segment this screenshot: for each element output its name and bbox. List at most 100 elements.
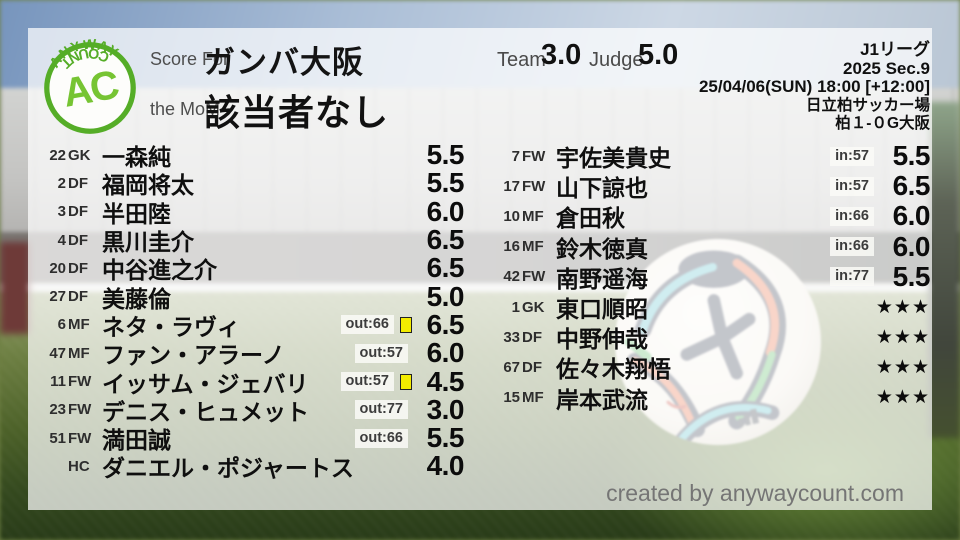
player-name: 南野遥海 [556, 265, 648, 292]
player-row: 42 FW 南野遥海 in:77 5.5 [494, 261, 930, 292]
anywaycount-logo: ANYWAY COUNT AC [44, 32, 136, 134]
player-position: FW [68, 429, 92, 447]
player-row: 27 DF 美藤倫 5.0 [40, 281, 464, 312]
player-number: 1 [511, 298, 520, 316]
credit-text: created by anywaycount.com [606, 480, 904, 506]
player-position: MF [68, 344, 90, 362]
player-number: 27 [49, 288, 66, 306]
player-score: 6.5 [892, 170, 931, 202]
player-number: 4 [57, 231, 66, 249]
player-number: 20 [49, 259, 66, 277]
player-number: 6 [57, 316, 66, 334]
player-position: DF [522, 328, 542, 346]
match-result: 柏１-０G大阪 [835, 115, 930, 132]
player-position: FW [68, 401, 92, 419]
substitution-badge: in:57 [830, 146, 874, 166]
player-row: 22 GK 一森純 5.5 [40, 139, 465, 171]
player-position: HC [68, 457, 90, 475]
player-position: DF [68, 288, 88, 306]
player-name: ネタ・ラヴィ [102, 313, 240, 340]
player-row: 47 MF ファン・アラーノ out:57 6.0 [40, 337, 465, 369]
player-score: 6.5 [426, 252, 465, 284]
player-row: 11 FW イッサム・ジェバリ out:57 4.5 [40, 365, 465, 397]
player-number: 23 [49, 401, 66, 419]
player-position: DF [522, 358, 542, 376]
player-score: ★★★ [875, 296, 930, 318]
player-number: 16 [503, 238, 520, 256]
pitchside-object [0, 242, 30, 334]
season-section: 2025 Sec.9 [843, 58, 930, 78]
player-position: FW [522, 147, 546, 165]
judge-score-value: 5.0 [638, 39, 679, 71]
player-position: DF [68, 203, 88, 221]
judge-score-label: Judge [589, 49, 644, 71]
player-position: FW [522, 177, 546, 195]
player-score: 5.5 [426, 139, 465, 171]
player-row: 1 GK 東口順昭 ★★★ [494, 292, 930, 322]
player-name: 中谷進之介 [102, 257, 217, 284]
player-position: FW [68, 373, 92, 391]
player-position: FW [522, 268, 546, 286]
player-name: 岸本武流 [556, 386, 648, 413]
player-row: 6 MF ネタ・ラヴィ out:66 6.5 [40, 309, 465, 340]
yellow-card-icon [400, 316, 412, 333]
player-score: ★★★ [875, 387, 930, 409]
player-number: 47 [49, 344, 66, 362]
player-position: DF [68, 174, 88, 192]
player-name: デニス・ヒュメット [102, 398, 309, 425]
substitution-badge: out:77 [354, 400, 408, 420]
player-row: 51 FW 満田誠 out:66 5.5 [40, 422, 465, 454]
substitution-badge: in:66 [830, 237, 874, 257]
player-row: 23 FW デニス・ヒュメット out:77 3.0 [40, 394, 464, 425]
team-score-label: Team [497, 49, 546, 71]
player-score: 5.5 [426, 167, 465, 199]
logo-monogram: AC [59, 61, 122, 116]
mom-value: 該当者なし [204, 92, 390, 133]
player-score: 4.5 [426, 365, 465, 397]
match-meta-block: J1リーグ 2025 Sec.9 25/04/06(SUN) 18:00 [+1… [699, 40, 930, 134]
player-name: 福岡将太 [102, 172, 194, 199]
player-score: 6.0 [892, 230, 931, 262]
substitution-badge: out:57 [354, 343, 408, 363]
player-number: 2 [57, 174, 66, 192]
right-stand-edge [928, 102, 960, 438]
player-score: 4.0 [426, 450, 465, 482]
player-score: 5.5 [426, 422, 465, 454]
player-name: 東口順昭 [556, 296, 648, 323]
substitution-badge: out:66 [354, 428, 408, 448]
player-row: 20 DF 中谷進之介 6.5 [40, 252, 465, 284]
player-position: MF [68, 316, 90, 334]
player-row: 7 FW 宇佐美貴史 in:57 5.5 [494, 140, 931, 172]
substitution-badge: in:77 [830, 267, 874, 287]
player-score: 6.0 [892, 200, 931, 232]
player-name: 山下諒也 [556, 175, 648, 202]
player-row: 4 DF 黒川圭介 6.5 [40, 224, 465, 256]
score-for-label: Score For [150, 49, 230, 69]
player-name: 倉田秋 [556, 205, 625, 232]
player-name: 黒川圭介 [102, 229, 194, 256]
player-name: 宇佐美貴史 [556, 145, 671, 172]
player-number: 17 [503, 177, 520, 195]
league-name: J1リーグ [860, 40, 930, 59]
player-row: 33 DF 中野伸哉 ★★★ [494, 322, 930, 352]
substitution-badge: out:57 [340, 372, 394, 392]
player-score: ★★★ [875, 326, 930, 348]
team-score-value: 3.0 [541, 39, 582, 71]
mom-label: the MoM [150, 99, 221, 119]
player-name: ダニエル・ポジャートス [102, 455, 354, 482]
player-position: GK [68, 146, 91, 164]
player-row: 2 DF 福岡将太 5.5 [40, 167, 465, 199]
player-row: HC ダニエル・ポジャートス 4.0 [40, 450, 465, 482]
player-position: MF [522, 207, 544, 225]
translucent-overlay-panel [28, 28, 932, 510]
player-number: 33 [503, 328, 520, 346]
player-score: 6.0 [426, 337, 465, 369]
player-score: ★★★ [875, 356, 930, 378]
player-name: ファン・アラーノ [102, 342, 285, 369]
player-position: MF [522, 238, 544, 256]
player-number: 10 [503, 207, 520, 225]
player-name: 満田誠 [102, 427, 171, 454]
team-name: ガンバ大阪 [204, 45, 364, 80]
player-name: イッサム・ジェバリ [102, 370, 309, 397]
